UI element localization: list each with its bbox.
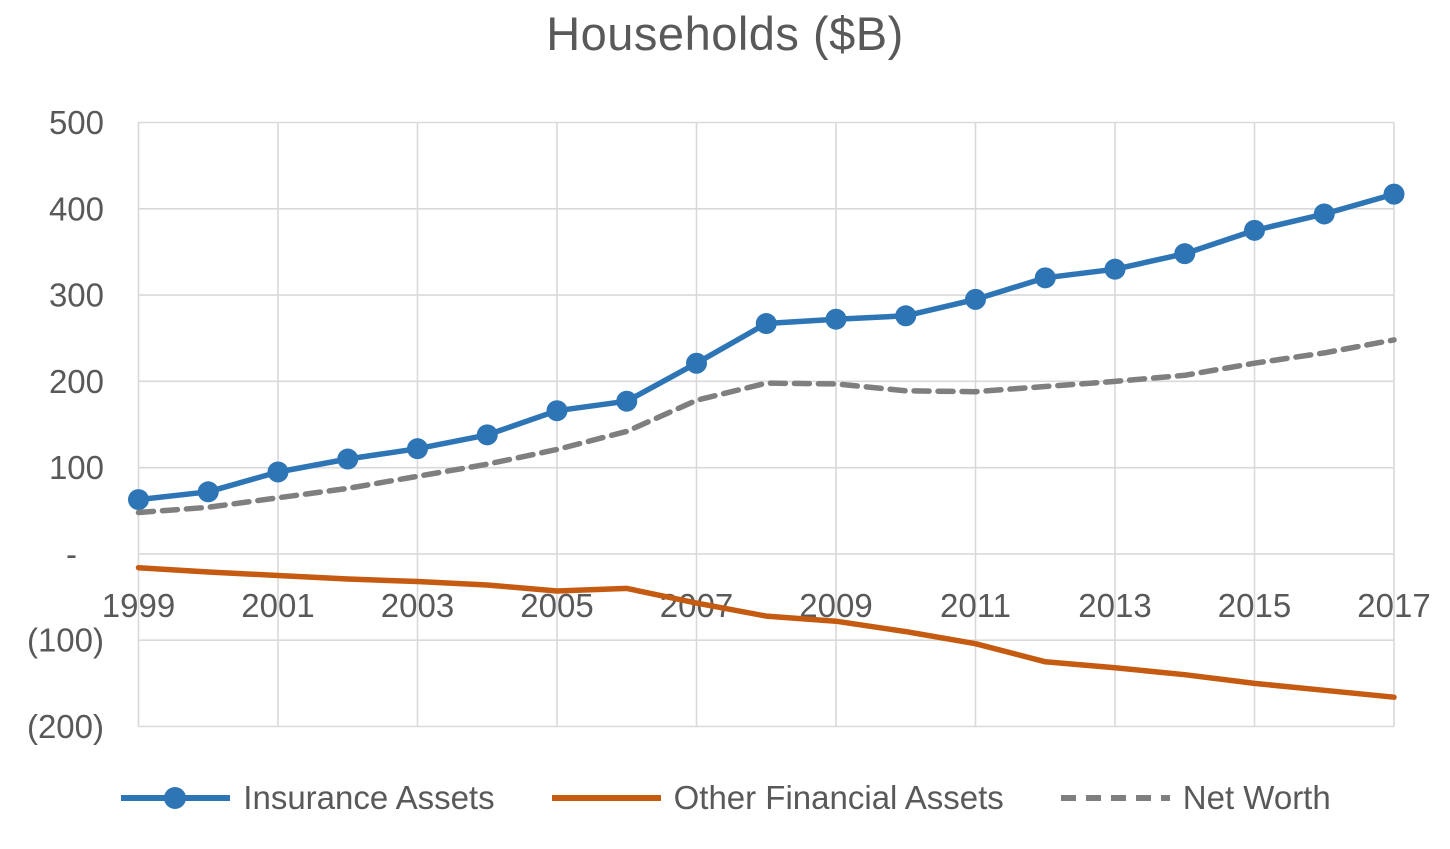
y-tick-label: (200) xyxy=(27,708,104,745)
insurance-assets-marker xyxy=(616,390,638,412)
y-tick-label: 100 xyxy=(49,449,104,486)
insurance-assets-marker xyxy=(1244,219,1265,241)
other-financial-assets-line xyxy=(135,564,1397,700)
chart-title: Households ($B) xyxy=(546,7,904,60)
insurance-assets-marker xyxy=(267,461,289,483)
y-axis-labels: 500 400 300 200 100 - (100) (200) xyxy=(27,104,104,745)
legend-label-insurance-assets: Insurance Assets xyxy=(243,779,495,816)
other-financial-assets-series xyxy=(135,564,1397,700)
y-tick-label: 300 xyxy=(49,277,104,314)
insurance-assets-marker xyxy=(1104,258,1126,280)
insurance-assets-series xyxy=(128,183,1405,511)
x-axis-labels: 1999 2001 2003 2005 2007 2009 2011 2013 2015 2017 xyxy=(102,587,1431,624)
insurance-assets-marker xyxy=(965,288,986,310)
insurance-assets-marker xyxy=(686,352,707,374)
insurance-assets-marker xyxy=(197,481,219,503)
net-worth-legend-line-icon xyxy=(1060,795,1170,801)
insurance-assets-marker xyxy=(546,400,568,422)
x-tick-label: 2001 xyxy=(241,587,314,624)
y-tick-label: (100) xyxy=(27,622,104,659)
legend-item-other-financial-assets: Other Financial Assets xyxy=(550,779,1004,817)
insurance-assets-marker xyxy=(337,448,359,470)
y-tick-label: 200 xyxy=(49,363,104,400)
legend-item-insurance-assets: Insurance Assets xyxy=(119,779,495,817)
x-tick-label: 2011 xyxy=(940,587,1011,624)
x-tick-label: 2013 xyxy=(1078,587,1151,624)
legend: Insurance Assets Other Financial Assets … xyxy=(0,779,1450,817)
legend-label-other-financial-assets: Other Financial Assets xyxy=(673,779,1004,816)
insurance-assets-marker xyxy=(476,424,498,446)
insurance-assets-marker xyxy=(407,438,428,460)
other-financial-assets-legend-line-icon xyxy=(551,795,661,801)
insurance-assets-marker xyxy=(1383,183,1405,205)
legend-label-net-worth: Net Worth xyxy=(1182,779,1331,816)
insurance-assets-line xyxy=(135,191,1397,503)
x-tick-label: 2015 xyxy=(1218,587,1291,624)
insurance-assets-marker xyxy=(895,305,917,327)
legend-item-net-worth: Net Worth xyxy=(1059,779,1331,817)
x-tick-label: 2017 xyxy=(1357,587,1430,624)
insurance-assets-marker xyxy=(755,313,777,335)
insurance-assets-marker xyxy=(128,489,149,511)
insurance-assets-legend-line-icon xyxy=(121,787,231,809)
insurance-assets-marker xyxy=(825,308,847,330)
y-tick-label: 400 xyxy=(49,190,104,227)
plot-gridlines xyxy=(137,121,1395,728)
x-tick-label: 2003 xyxy=(381,587,454,624)
insurance-assets-marker xyxy=(1174,243,1196,265)
x-tick-label: 1999 xyxy=(102,587,175,624)
insurance-assets-marker xyxy=(1313,203,1335,225)
y-tick-label: 500 xyxy=(49,104,104,141)
insurance-assets-marker xyxy=(1034,267,1056,289)
y-tick-label: - xyxy=(66,535,77,572)
net-worth-series xyxy=(135,337,1397,516)
net-worth-line xyxy=(135,337,1397,516)
